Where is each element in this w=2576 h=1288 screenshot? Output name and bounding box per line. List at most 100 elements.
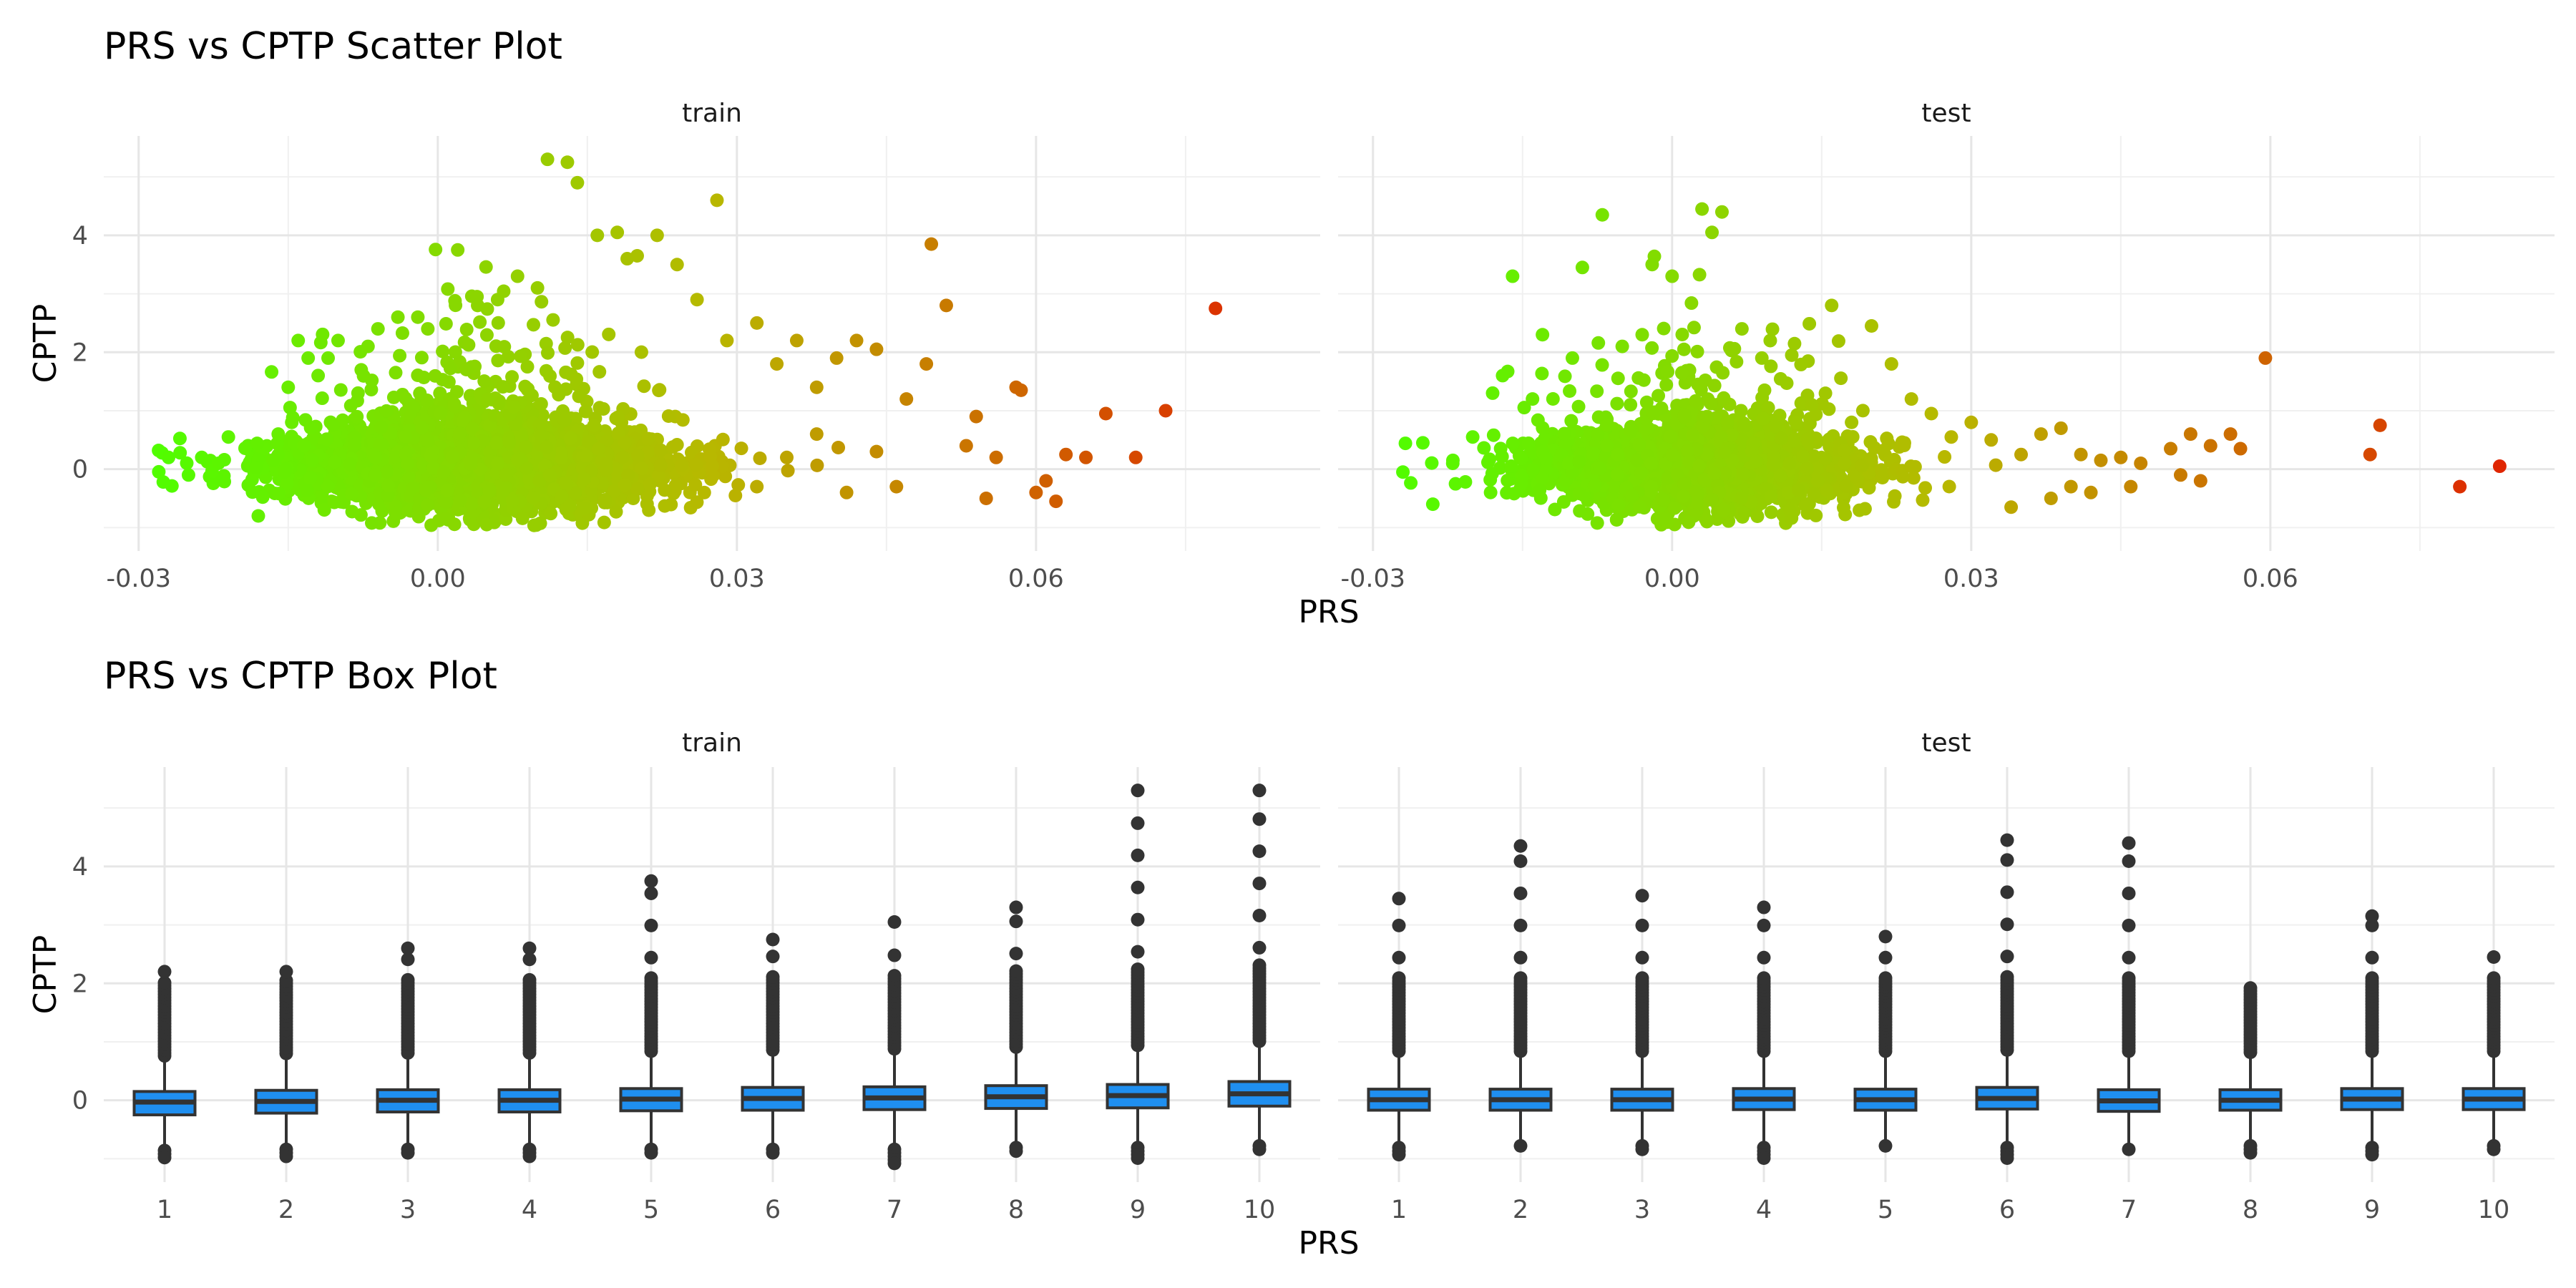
scatter-point — [1853, 503, 1867, 517]
scatter-point — [1738, 419, 1752, 433]
scatter-point — [668, 479, 683, 493]
scatter-point — [889, 479, 904, 494]
scatter-point — [1611, 498, 1626, 512]
scatter-point — [305, 453, 319, 467]
scatter-point — [1486, 428, 1501, 442]
scatter-point — [1591, 336, 1606, 350]
x-tick-label: 0.06 — [1008, 565, 1064, 593]
x-tick-label: 6 — [765, 1196, 781, 1224]
x-tick-label: 5 — [1878, 1196, 1893, 1224]
x-tick-label: 4 — [1756, 1196, 1772, 1224]
scatter-point — [1624, 424, 1638, 439]
scatter-point — [265, 365, 279, 379]
y-tick-label: 2 — [72, 970, 88, 998]
box-outlier — [1252, 1142, 1267, 1156]
scatter-point — [1029, 485, 1043, 499]
box-outlier — [644, 950, 658, 965]
scatter-point — [1526, 392, 1540, 406]
scatter-point — [515, 511, 530, 525]
scatter-point — [477, 374, 492, 389]
scatter-point — [1888, 489, 1902, 503]
scatter-point — [653, 458, 668, 472]
scatter-point — [1764, 359, 1778, 374]
scatter-point — [1834, 371, 1848, 386]
scatter-point — [507, 400, 521, 414]
x-tick-label: 7 — [887, 1196, 902, 1224]
scatter-point — [568, 486, 582, 500]
box-outlier — [887, 969, 902, 983]
scatter-point — [640, 497, 654, 511]
scatter-point — [2363, 447, 2377, 462]
box-outlier — [644, 886, 658, 900]
scatter-point — [1714, 205, 1729, 219]
scatter-point — [1938, 450, 1952, 464]
scatter-point — [597, 515, 611, 530]
scatter-point — [1158, 404, 1173, 418]
scatter-point — [572, 389, 586, 404]
scatter-point — [690, 293, 704, 307]
scatter-point — [448, 345, 462, 359]
scatter-x-axis-title: PRS — [1298, 594, 1359, 630]
scatter-point — [789, 333, 804, 348]
scatter-point — [869, 444, 884, 459]
scatter-point — [1707, 379, 1722, 393]
x-tick-label: -0.03 — [106, 565, 171, 593]
box-outlier — [1131, 1151, 1145, 1166]
scatter-point — [1445, 456, 1460, 470]
scatter-point — [1677, 342, 1691, 356]
scatter-point — [453, 426, 467, 441]
x-tick-label: 3 — [400, 1196, 416, 1224]
scatter-point — [587, 419, 601, 433]
scatter-point — [658, 483, 672, 497]
scatter-point — [734, 441, 748, 456]
scatter-point — [414, 351, 429, 365]
scatter-point — [1667, 501, 1682, 515]
x-tick-label: 10 — [1244, 1196, 1276, 1224]
scatter-point — [1735, 322, 1749, 336]
scatter-point — [514, 349, 528, 364]
scatter-point — [426, 461, 440, 475]
scatter-point — [459, 323, 474, 337]
scatter-point — [480, 392, 494, 406]
box-outlier — [766, 970, 780, 984]
box-outlier — [887, 948, 902, 962]
scatter-point — [372, 497, 386, 512]
scatter-point — [321, 479, 336, 494]
x-tick-label: 0.03 — [1943, 565, 1999, 593]
scatter-point — [1884, 357, 1898, 371]
box-outlier — [766, 1146, 780, 1160]
scatter-point — [447, 397, 462, 411]
scatter-point — [1059, 447, 1073, 462]
box-outlier — [1131, 784, 1145, 798]
scatter-point — [753, 452, 767, 466]
scatter-point — [365, 374, 379, 388]
scatter-point — [1636, 373, 1651, 387]
scatter-point — [1875, 470, 1890, 484]
scatter-point — [327, 495, 341, 509]
scatter-point — [1536, 328, 1550, 342]
scatter-point — [1964, 415, 1979, 429]
x-tick-label: 9 — [2364, 1196, 2380, 1224]
scatter-point — [1838, 456, 1852, 470]
scatter-point — [530, 280, 545, 295]
scatter-point — [1538, 452, 1553, 466]
x-tick-label: 7 — [2121, 1196, 2137, 1224]
scatter-point — [1458, 475, 1473, 489]
scatter-point — [1944, 430, 1958, 444]
box-outlier — [1131, 945, 1145, 959]
scatter-point — [728, 488, 743, 502]
scatter-point — [1677, 477, 1691, 491]
scatter-point — [1652, 389, 1666, 403]
scatter-point — [499, 467, 513, 482]
scatter-point — [433, 386, 447, 401]
scatter-point — [1837, 444, 1851, 458]
scatter-point — [781, 464, 795, 478]
scatter-point — [464, 497, 479, 511]
scatter-point — [1837, 500, 1851, 514]
scatter-point — [499, 480, 513, 494]
scatter-point — [809, 380, 824, 394]
scatter-point — [1599, 439, 1614, 453]
scatter-point — [436, 465, 451, 479]
scatter-point — [529, 518, 543, 532]
scatter-point — [1644, 479, 1659, 494]
